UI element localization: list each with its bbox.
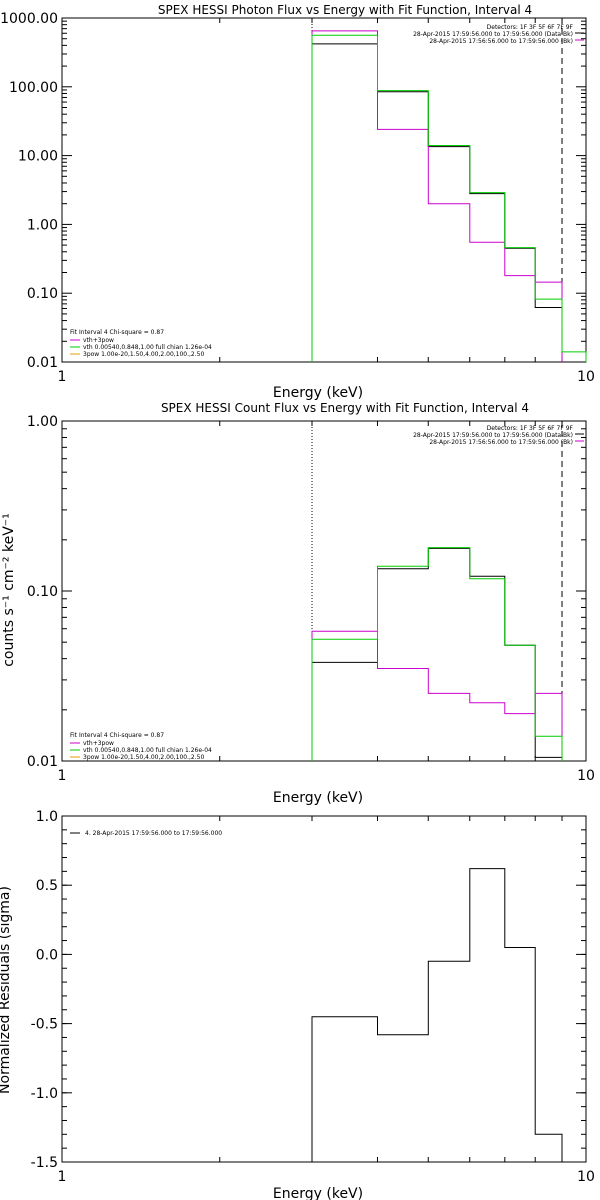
residuals-xlabel: Energy (keV) bbox=[273, 1186, 363, 1200]
legend-header: Fit Interval 4 Chi-square = 0.87 bbox=[70, 329, 164, 336]
count-flux-x-tick-label: 10 bbox=[577, 768, 595, 784]
photon-flux-series-2-histogram bbox=[311, 34, 587, 362]
legend-header: Fit Interval 4 Chi-square = 0.87 bbox=[70, 732, 164, 739]
residuals-panel: Energy (keV) Normalized Residuals (sigma… bbox=[0, 809, 595, 1200]
residuals-plot-frame bbox=[61, 815, 587, 1163]
legend-entry: 3pow 1.00e-20,1.50,4.00,2.00,100.,2.50 bbox=[83, 351, 204, 358]
photon-flux-y-tick-label: 0.10 bbox=[27, 286, 58, 302]
info-line: Detectors: 1F 3F 5F 6F 7F 9F bbox=[487, 24, 574, 31]
residuals-y-tick-label: -1.5 bbox=[31, 1155, 58, 1171]
residuals-y-tick-label: 0.5 bbox=[36, 878, 58, 894]
residuals-legend: 4. 28-Apr-2015 17:59:56.000 to 17:59:56.… bbox=[70, 830, 222, 837]
residuals-y-tick-label: -1.0 bbox=[31, 1086, 58, 1102]
count-flux-series-0-histogram bbox=[311, 547, 563, 761]
photon-flux-y-tick-label: 100.00 bbox=[9, 80, 58, 96]
photon-flux-series-0-histogram bbox=[311, 43, 563, 362]
photon-flux-panel: SPEX HESSI Photon Flux vs Energy with Fi… bbox=[0, 3, 595, 401]
photon-flux-info-box: Detectors: 1F 3F 5F 6F 7F 9F 28-Apr-2015… bbox=[413, 24, 584, 45]
photon-flux-legend: Fit Interval 4 Chi-square = 0.87 vth+3po… bbox=[70, 329, 212, 358]
count-flux-series-2-histogram bbox=[311, 547, 563, 761]
residuals-x-tick-label: 10 bbox=[577, 1169, 595, 1185]
photon-flux-y-tick-label: 1.00 bbox=[27, 217, 58, 233]
info-line: 28-Apr-2015 17:59:56.000 to 17:59:56.000… bbox=[413, 31, 573, 38]
info-line: 28-Apr-2015 17:56:56.000 to 17:59:56.000… bbox=[429, 38, 573, 45]
count-flux-legend: Fit Interval 4 Chi-square = 0.87 vth+3po… bbox=[70, 732, 212, 761]
residuals-y-tick-label: -0.5 bbox=[31, 1017, 58, 1033]
count-flux-y-tick-label: 0.10 bbox=[27, 584, 58, 600]
residuals-x-tick-label: 1 bbox=[58, 1169, 67, 1185]
legend-entry: vth+3pow bbox=[83, 740, 114, 747]
count-flux-info-box: Detectors: 1F 3F 5F 6F 7F 9F 28-Apr-2015… bbox=[413, 425, 584, 446]
count-flux-x-tick-label: 1 bbox=[58, 768, 67, 784]
photon-flux-y-tick-label: 10.00 bbox=[18, 149, 58, 165]
info-line: 28-Apr-2015 17:59:56.000 to 17:59:56.000… bbox=[413, 432, 573, 439]
info-line: Detectors: 1F 3F 5F 6F 7F 9F bbox=[487, 425, 574, 432]
photon-flux-x-tick-label: 1 bbox=[58, 369, 67, 385]
residuals-y-tick-label: 0.0 bbox=[36, 947, 58, 963]
residuals-ylabel: Normalized Residuals (sigma) bbox=[0, 886, 13, 1094]
residuals-series-0-histogram bbox=[311, 868, 563, 1162]
legend-entry: vth+3pow bbox=[83, 337, 114, 344]
photon-flux-y-tick-label: 1000.00 bbox=[0, 11, 58, 27]
photon-flux-x-tick-label: 10 bbox=[577, 369, 595, 385]
photon-flux-xlabel: Energy (keV) bbox=[273, 385, 363, 401]
legend-entry: vth 0.00540,0.848,1.00 full chian 1.26e-… bbox=[83, 747, 212, 754]
count-flux-ylabel: counts s⁻¹ cm⁻² keV⁻¹ bbox=[1, 513, 17, 667]
count-flux-y-tick-label: 0.01 bbox=[27, 754, 58, 770]
count-flux-panel: SPEX HESSI Count Flux vs Energy with Fit… bbox=[1, 401, 595, 806]
photon-flux-y-tick-label: 0.01 bbox=[27, 355, 58, 371]
photon-flux-plot-frame bbox=[61, 17, 587, 363]
count-flux-y-tick-label: 1.00 bbox=[27, 414, 58, 430]
photon-flux-series-1-histogram bbox=[311, 30, 563, 362]
info-line: 28-Apr-2015 17:56:56.000 to 17:59:56.000… bbox=[429, 439, 573, 446]
count-flux-plot-frame bbox=[61, 420, 587, 762]
legend-entry: 3pow 1.00e-20,1.50,4.00,2.00,100.,2.50 bbox=[83, 754, 204, 761]
photon-flux-title: SPEX HESSI Photon Flux vs Energy with Fi… bbox=[158, 3, 532, 17]
count-flux-xlabel: Energy (keV) bbox=[273, 790, 363, 806]
legend-entry: 4. 28-Apr-2015 17:59:56.000 to 17:59:56.… bbox=[85, 830, 222, 837]
residuals-y-tick-label: 1.0 bbox=[36, 809, 58, 825]
count-flux-title: SPEX HESSI Count Flux vs Energy with Fit… bbox=[161, 401, 529, 415]
count-flux-series-1-histogram bbox=[311, 630, 563, 761]
legend-entry: vth 0.00540,0.848,1.00 full chian 1.26e-… bbox=[83, 344, 212, 351]
